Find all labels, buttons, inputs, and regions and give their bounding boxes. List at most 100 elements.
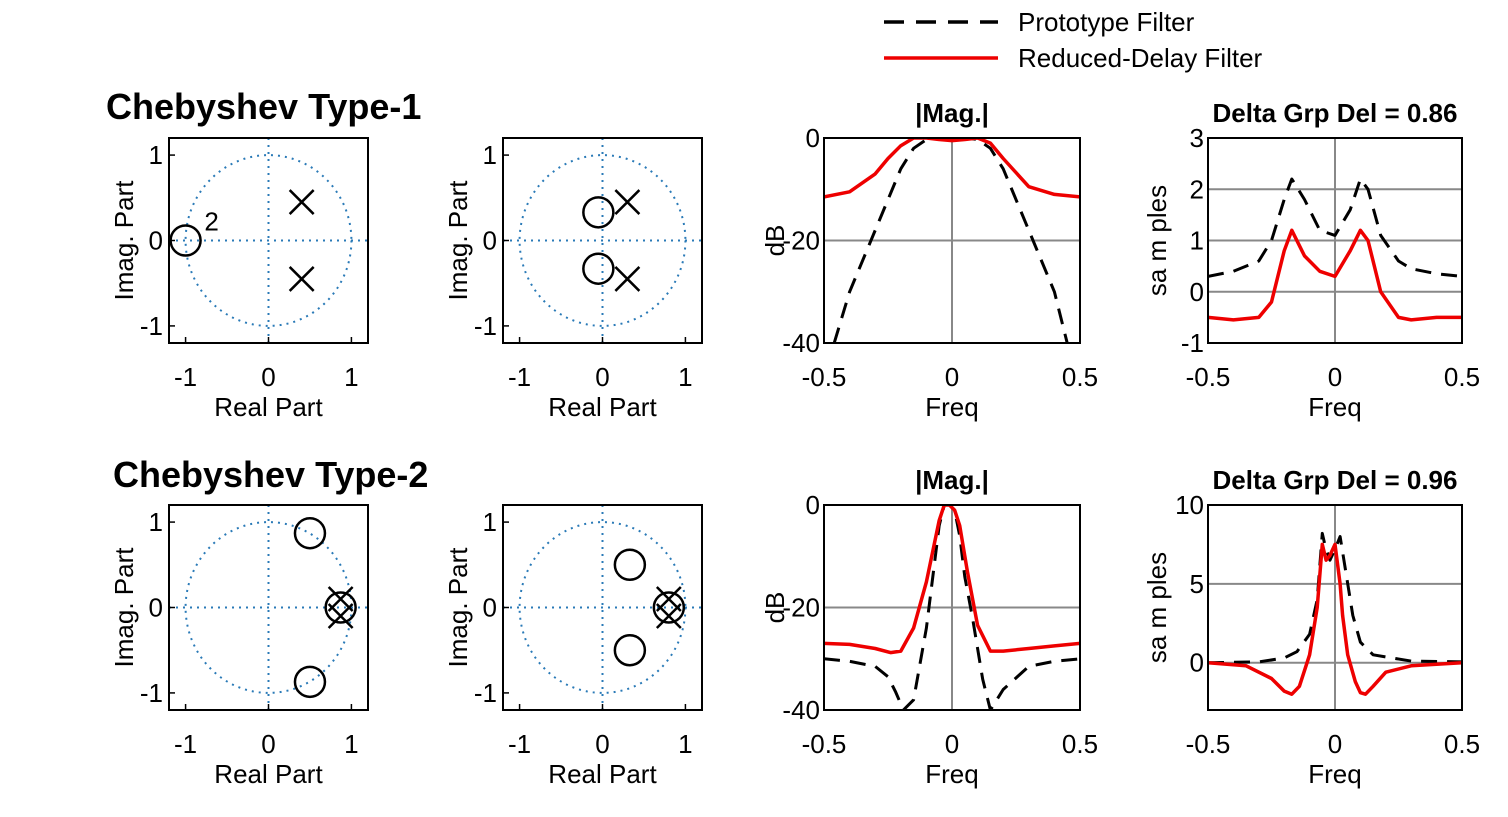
- x-tick-label: 0.5: [1444, 729, 1480, 759]
- row-title-type1: Chebyshev Type-1: [106, 86, 421, 127]
- x-axis-label: Freq: [1308, 759, 1361, 789]
- x-tick-label: 0: [945, 729, 959, 759]
- series-prototype-line: [824, 505, 1080, 710]
- x-tick-label: 0.5: [1444, 362, 1480, 392]
- x-tick-label: -0.5: [1186, 729, 1231, 759]
- zero-marker: [293, 516, 327, 550]
- axes-box: [823, 504, 1081, 711]
- x-tick-label: -0.5: [1186, 362, 1231, 392]
- y-tick-label: 1: [483, 140, 497, 170]
- y-tick-label: 0: [149, 593, 163, 623]
- series-prototype-line: [1208, 531, 1462, 665]
- y-tick-label: 0: [149, 226, 163, 256]
- panel-2: -1 0 1 -1 0 1 Real Part Imag. Part: [443, 137, 703, 422]
- panel-title: Delta Grp Del = 0.86: [1213, 98, 1458, 128]
- y-tick-label: -20: [782, 593, 820, 623]
- pole-marker: [655, 603, 682, 629]
- axes-box: [823, 137, 1081, 344]
- y-tick-label: -40: [782, 328, 820, 358]
- panel-1: 2 -1 0 1 -1 0 1 Real Part Imag. Part: [109, 137, 369, 422]
- row-title-type2: Chebyshev Type-2: [113, 454, 428, 495]
- x-tick-label: 0: [1328, 729, 1342, 759]
- pole-marker: [614, 189, 641, 215]
- x-tick-label: 1: [344, 362, 358, 392]
- y-tick-label: -20: [782, 226, 820, 256]
- y-tick-label: 0: [483, 593, 497, 623]
- y-tick-label: -1: [140, 678, 163, 708]
- x-tick-label: 0: [595, 362, 609, 392]
- x-tick-label: 0.5: [1062, 362, 1098, 392]
- y-axis-label: Imag. Part: [109, 547, 139, 668]
- y-tick-label: 10: [1175, 490, 1204, 520]
- panel-title: Delta Grp Del = 0.96: [1213, 465, 1458, 495]
- panel-7: -0.5 0 0.5 -40 -20 0 |Mag.| Freq dB: [760, 465, 1098, 789]
- y-tick-label: -1: [140, 311, 163, 341]
- y-tick-label: 0: [806, 490, 820, 520]
- zero-multiplicity-label: 2: [204, 207, 218, 237]
- panel-title: |Mag.|: [915, 98, 989, 128]
- pole-marker: [614, 266, 641, 292]
- y-tick-label: 0: [806, 123, 820, 153]
- y-axis-label: Imag. Part: [443, 547, 473, 668]
- zero-marker: [582, 196, 615, 229]
- pole-marker: [327, 603, 354, 629]
- y-tick-label: 1: [1190, 226, 1204, 256]
- y-tick-label: 3: [1190, 123, 1204, 153]
- pole-marker: [288, 189, 315, 215]
- y-tick-label: -1: [1181, 328, 1204, 358]
- series-group: [1208, 177, 1462, 322]
- y-tick-label: 1: [149, 507, 163, 537]
- panel-3: -0.5 0 0.5 -40 -20 0 |Mag.| Freq dB: [760, 98, 1098, 422]
- zero-marker: [613, 548, 647, 582]
- x-axis-label: Freq: [925, 392, 978, 422]
- legend-reduced-label: Reduced-Delay Filter: [1018, 43, 1263, 73]
- zero-marker: [613, 633, 647, 667]
- panel-5: -1 0 1 -1 0 1 Real Part Imag. Part: [109, 504, 369, 789]
- y-axis-label: dB: [760, 592, 790, 624]
- series-reduced-delay-line: [824, 505, 1080, 655]
- x-tick-label: 0: [945, 362, 959, 392]
- series-prototype-line: [832, 138, 1069, 343]
- y-axis-label: Imag. Part: [109, 180, 139, 301]
- zero-marker: [324, 591, 357, 624]
- y-tick-label: 2: [1190, 174, 1204, 204]
- series-reduced-delay-line: [1208, 542, 1462, 696]
- y-tick-label: -1: [474, 678, 497, 708]
- legend: Prototype Filter Reduced-Delay Filter: [884, 7, 1263, 73]
- x-tick-label: 0: [1328, 362, 1342, 392]
- panel-title: |Mag.|: [915, 465, 989, 495]
- legend-prototype-label: Prototype Filter: [1018, 7, 1195, 37]
- y-axis-label: sa m ples: [1142, 185, 1172, 296]
- x-tick-label: 0: [261, 729, 275, 759]
- axes-box: [1207, 137, 1463, 344]
- x-tick-label: 1: [678, 362, 692, 392]
- pole-marker: [288, 266, 315, 292]
- y-tick-label: 1: [483, 507, 497, 537]
- y-tick-label: 0: [1190, 277, 1204, 307]
- y-tick-label: 1: [149, 140, 163, 170]
- series-group: [1208, 531, 1462, 696]
- x-tick-label: 0.5: [1062, 729, 1098, 759]
- x-tick-label: 1: [678, 729, 692, 759]
- series-prototype-line: [1208, 177, 1462, 278]
- x-tick-label: 1: [344, 729, 358, 759]
- x-tick-label: -1: [508, 729, 531, 759]
- y-axis-label: Imag. Part: [443, 180, 473, 301]
- zero-marker: [582, 252, 615, 285]
- axes-box: [1207, 504, 1463, 711]
- panel-8: -0.5 0 0.5 0 5 10 Delta Grp Del = 0.96 Freq sa m…: [1142, 465, 1480, 789]
- y-tick-label: -1: [474, 311, 497, 341]
- x-axis-label: Real Part: [214, 759, 323, 789]
- x-tick-label: -1: [174, 729, 197, 759]
- zero-marker: [652, 591, 686, 624]
- x-axis-label: Real Part: [548, 759, 657, 789]
- series-group: [824, 138, 1080, 343]
- y-axis-label: sa m ples: [1142, 552, 1172, 663]
- zero-marker: [293, 665, 327, 699]
- x-tick-label: -0.5: [802, 729, 847, 759]
- x-axis-label: Real Part: [548, 392, 657, 422]
- series-reduced-delay-line: [1208, 228, 1462, 322]
- series-group: [824, 505, 1080, 710]
- x-axis-label: Real Part: [214, 392, 323, 422]
